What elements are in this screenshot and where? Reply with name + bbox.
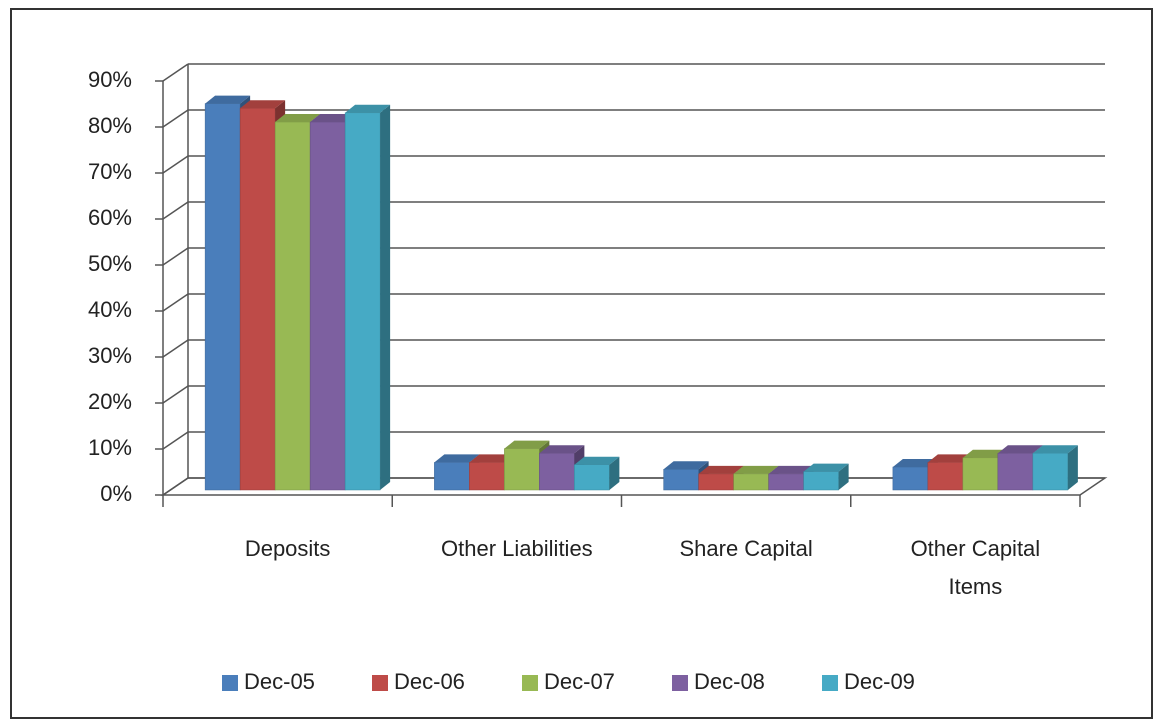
bar-top bbox=[927, 454, 973, 463]
x-tick-label: Share Capital bbox=[679, 536, 813, 561]
bar-top bbox=[310, 114, 356, 122]
bar-side bbox=[1067, 445, 1078, 490]
bar bbox=[309, 121, 346, 491]
bar-side bbox=[609, 456, 620, 490]
bar bbox=[927, 462, 964, 491]
x-tick-label: Other Capital Items bbox=[910, 536, 1041, 599]
legend-label: Dec-07 bbox=[544, 669, 615, 694]
y-tick-label: 70% bbox=[88, 159, 132, 184]
bar bbox=[962, 457, 999, 491]
x-tick-label: Deposits bbox=[244, 536, 331, 561]
y-tick-label: 40% bbox=[88, 297, 132, 322]
bar bbox=[698, 473, 734, 491]
bar-top bbox=[962, 449, 1008, 458]
y-tick-label: 30% bbox=[88, 343, 132, 368]
grid-line-side bbox=[162, 477, 189, 496]
bar-top bbox=[892, 459, 938, 467]
grid-line-side bbox=[162, 293, 189, 312]
grid-line-side bbox=[162, 247, 189, 266]
y-tick-label: 60% bbox=[88, 205, 132, 230]
bar bbox=[574, 464, 610, 491]
bar bbox=[1032, 452, 1069, 491]
y-tick-label: 80% bbox=[88, 113, 132, 138]
bar bbox=[204, 103, 241, 491]
legend-swatch bbox=[672, 675, 688, 691]
bar-top bbox=[469, 454, 515, 463]
chart-frame bbox=[10, 8, 1153, 719]
bar-top bbox=[434, 454, 480, 463]
bar-side bbox=[380, 104, 391, 491]
grid-line-side bbox=[162, 339, 189, 358]
legend-label: Dec-05 bbox=[244, 669, 315, 694]
bar-top bbox=[733, 465, 779, 474]
bar bbox=[504, 448, 540, 491]
bar-top bbox=[275, 114, 321, 122]
legend-swatch bbox=[522, 675, 538, 691]
grid-line-side bbox=[162, 109, 189, 128]
bar bbox=[803, 471, 839, 491]
legend-swatch bbox=[372, 675, 388, 691]
legend-label: Dec-09 bbox=[844, 669, 915, 694]
legend-label: Dec-08 bbox=[694, 669, 765, 694]
y-tick-label: 10% bbox=[88, 435, 132, 460]
legend-label: Dec-06 bbox=[394, 669, 465, 694]
bar-top bbox=[803, 463, 849, 472]
bar bbox=[997, 452, 1034, 491]
bar bbox=[469, 462, 505, 491]
bar-top bbox=[1032, 445, 1078, 454]
bar-top bbox=[663, 461, 709, 470]
y-tick-label: 20% bbox=[88, 389, 132, 414]
bar-top bbox=[504, 440, 550, 449]
grid-line-side bbox=[162, 431, 189, 450]
bar bbox=[892, 466, 929, 491]
grid-line-side bbox=[162, 63, 189, 82]
bar bbox=[344, 112, 381, 491]
legend-swatch bbox=[822, 675, 838, 691]
bar-top bbox=[574, 456, 620, 465]
grid-line-side bbox=[162, 201, 189, 220]
bar-top bbox=[240, 100, 286, 109]
bar-top bbox=[997, 445, 1043, 454]
y-tick-label: 90% bbox=[88, 67, 132, 92]
bar bbox=[539, 452, 575, 491]
x-tick-label: Other Liabilities bbox=[441, 536, 593, 561]
bar-top bbox=[768, 465, 814, 474]
bar-top bbox=[539, 445, 585, 454]
bar bbox=[768, 473, 804, 491]
y-tick-label: 0% bbox=[100, 481, 132, 506]
bar-top bbox=[698, 465, 744, 474]
bar bbox=[733, 473, 769, 491]
bar bbox=[274, 121, 311, 491]
bar bbox=[434, 462, 470, 491]
bar-side bbox=[838, 463, 849, 490]
grid-line-side bbox=[162, 385, 189, 404]
bar bbox=[663, 469, 699, 491]
legend-swatch bbox=[222, 675, 238, 691]
grid-line-side bbox=[162, 155, 189, 174]
bar-top bbox=[205, 95, 251, 104]
y-tick-label: 50% bbox=[88, 251, 132, 276]
bar-top bbox=[345, 104, 391, 113]
bar bbox=[239, 107, 276, 491]
